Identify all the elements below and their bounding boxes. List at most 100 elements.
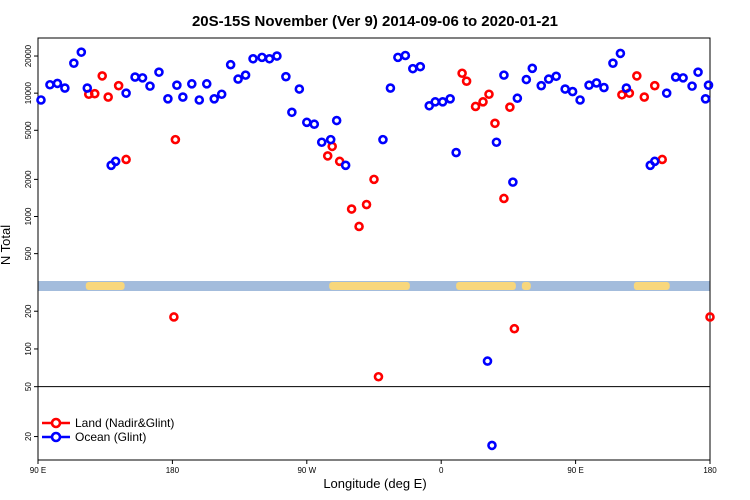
land-band — [329, 282, 410, 290]
ocean-point — [482, 356, 493, 366]
land-point — [639, 92, 650, 102]
ocean-point — [36, 95, 46, 105]
x-axis: 90 E 180 90 W 0 90 E 180 — [30, 460, 717, 475]
ocean-point — [121, 88, 131, 98]
y-tick-label: 1000 — [24, 207, 33, 225]
y-tick-label: 500 — [24, 246, 33, 260]
land-point — [89, 88, 100, 99]
ocean-point — [536, 80, 547, 91]
ocean-point — [301, 117, 312, 128]
land-point — [322, 151, 333, 161]
x-tick-label: 0 — [439, 466, 444, 475]
ocean-point — [415, 61, 426, 72]
ocean-point — [451, 147, 461, 158]
land-point — [505, 102, 515, 112]
chart-title: 20S-15S November (Ver 9) 2014-09-06 to 2… — [192, 13, 558, 30]
land-point — [361, 199, 372, 210]
x-tick-label: 90 W — [297, 466, 316, 475]
ocean-point — [430, 97, 441, 107]
ocean-point — [69, 58, 79, 68]
land-band — [456, 282, 516, 290]
ocean-point — [527, 63, 538, 74]
ocean-point — [82, 83, 93, 93]
y-tick-label: 10000 — [24, 81, 33, 104]
ocean-point — [309, 119, 320, 130]
ocean-point — [178, 92, 188, 102]
land-band — [85, 282, 125, 290]
land-point — [113, 80, 124, 91]
ocean-point — [521, 74, 532, 85]
ocean-point — [325, 134, 336, 145]
y-tick-label: 5000 — [24, 121, 33, 139]
land-point — [373, 371, 384, 382]
ocean-point — [508, 177, 518, 187]
land-point — [490, 118, 500, 129]
ocean-point — [257, 52, 267, 63]
ocean-point — [703, 80, 714, 91]
ocean-point — [281, 71, 291, 82]
x-axis-label: Longitude (deg E) — [323, 476, 426, 491]
land-band — [521, 282, 531, 290]
x-tick-label: 180 — [703, 466, 717, 475]
ocean-point — [649, 156, 660, 167]
ocean-point — [194, 95, 205, 105]
ocean-point — [52, 78, 63, 89]
ocean-point — [445, 94, 455, 104]
ocean-point — [378, 134, 388, 145]
ocean-point — [400, 50, 411, 61]
land-point — [478, 97, 488, 107]
ocean-point — [137, 73, 148, 83]
ocean-point — [233, 74, 243, 84]
land-point — [103, 92, 113, 102]
legend-label-land: Land (Nadir&Glint) — [75, 416, 174, 430]
ocean-point — [154, 67, 164, 77]
ocean-point — [591, 78, 602, 88]
land-point — [170, 134, 181, 145]
ocean-point — [264, 53, 275, 64]
ocean-point — [693, 67, 703, 77]
legend: Land (Nadir&Glint)Ocean (Glint) — [42, 416, 174, 444]
ocean-point — [543, 74, 554, 84]
ocean-point — [487, 440, 497, 451]
ocean-point — [294, 84, 305, 94]
x-tick-label: 90 E — [30, 466, 46, 475]
ocean-point — [240, 70, 251, 80]
ocean-point — [615, 48, 626, 59]
ocean-point — [225, 59, 236, 70]
ocean-point — [340, 160, 351, 171]
ocean-point — [163, 94, 173, 104]
ocean-point — [187, 79, 197, 89]
y-axis: 500 1000 2000 5000 10000 20000 20 50 100 200 — [24, 44, 38, 441]
ocean-point — [45, 79, 55, 90]
land-point — [509, 323, 520, 334]
ocean-point — [287, 107, 297, 118]
land-point — [354, 221, 364, 232]
land-point — [657, 154, 668, 165]
legend-label-ocean: Ocean (Glint) — [75, 430, 146, 444]
ocean-point — [60, 83, 70, 93]
ocean-point — [201, 79, 212, 89]
ocean-point — [491, 137, 502, 148]
land-point — [97, 71, 108, 81]
ocean-point — [678, 73, 688, 83]
ocean-point — [621, 83, 632, 93]
land-point — [461, 76, 472, 87]
ocean-point — [499, 70, 509, 80]
ocean-point — [331, 115, 342, 126]
surface-type-band — [38, 281, 710, 291]
ocean-point — [393, 52, 403, 63]
x-tick-label: 180 — [166, 466, 180, 475]
land-point — [632, 71, 642, 81]
plot-border — [37, 37, 711, 461]
legend-marker-land — [50, 417, 62, 429]
ocean-point — [130, 72, 140, 82]
land-point — [121, 154, 131, 165]
ocean-point — [700, 94, 711, 104]
y-tick-label: 2000 — [24, 170, 33, 188]
data-points — [36, 47, 715, 451]
ocean-point — [248, 53, 258, 64]
ocean-point — [145, 81, 155, 91]
y-tick-label: 20 — [24, 432, 33, 441]
ocean-point — [661, 88, 672, 98]
